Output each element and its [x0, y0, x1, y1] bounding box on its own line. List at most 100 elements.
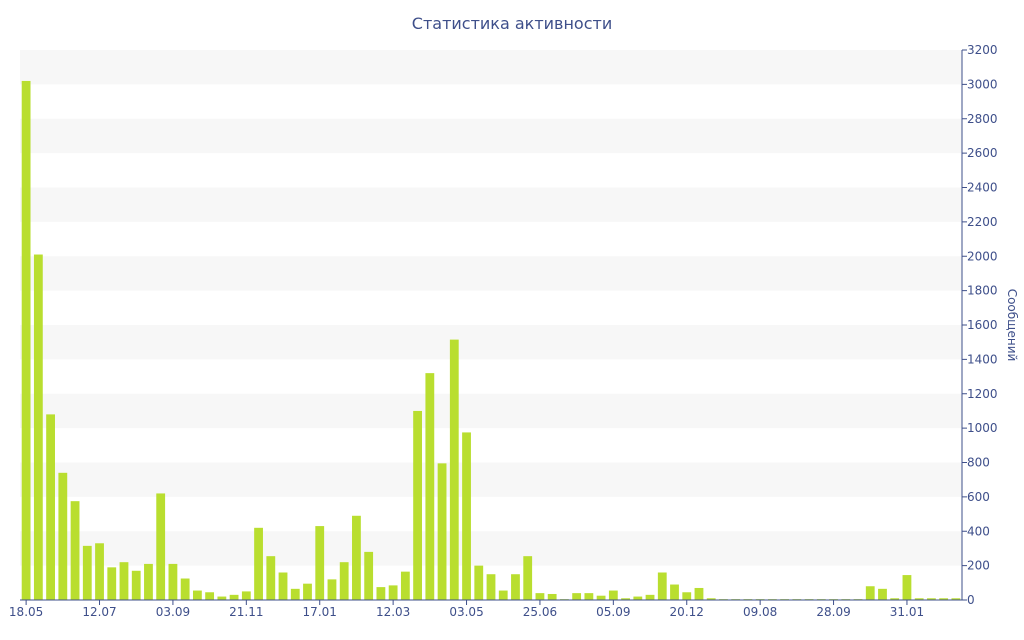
bar[interactable] — [914, 598, 924, 600]
bar[interactable] — [498, 590, 508, 600]
bar[interactable] — [413, 410, 422, 600]
bar[interactable] — [706, 598, 716, 600]
grid-band — [20, 187, 962, 222]
bar[interactable] — [927, 598, 936, 600]
bar[interactable] — [217, 596, 227, 600]
x-tick-label: 31.01 — [890, 605, 924, 619]
bar[interactable] — [449, 339, 459, 600]
bar[interactable] — [327, 579, 337, 601]
bar[interactable] — [205, 592, 215, 600]
bar[interactable] — [229, 594, 239, 600]
y-tick-label: 1800 — [967, 284, 998, 298]
bar[interactable] — [168, 563, 178, 600]
x-tick-label: 12.07 — [82, 605, 116, 619]
bar[interactable] — [278, 572, 288, 601]
bar[interactable] — [682, 592, 692, 600]
bar[interactable] — [596, 595, 606, 600]
bar[interactable] — [951, 598, 961, 600]
bar[interactable] — [547, 593, 557, 600]
bar[interactable] — [180, 578, 190, 600]
bar[interactable] — [523, 556, 533, 600]
grid-band — [20, 462, 962, 497]
bar[interactable] — [21, 80, 31, 600]
bar[interactable] — [572, 593, 582, 601]
y-tick-label: 400 — [967, 524, 990, 538]
y-tick-label: 1200 — [967, 387, 998, 401]
grid-band — [20, 325, 962, 360]
bar[interactable] — [315, 526, 325, 600]
bar[interactable] — [192, 590, 202, 600]
bar[interactable] — [535, 593, 545, 601]
y-axis: 0 200 400 600 800 1000 1200 1400 1600 1800 2000 220… — [961, 43, 998, 607]
bar[interactable] — [621, 598, 630, 600]
bar[interactable] — [119, 562, 129, 600]
grid-band — [20, 531, 962, 566]
grid-band — [20, 118, 962, 154]
bar[interactable] — [33, 254, 43, 600]
bar[interactable] — [437, 463, 447, 600]
bar[interactable] — [633, 596, 643, 600]
bar[interactable] — [474, 565, 484, 601]
bar[interactable] — [511, 574, 520, 600]
y-tick-label: 2600 — [967, 146, 998, 160]
bar[interactable] — [107, 567, 117, 600]
bar[interactable] — [46, 414, 55, 601]
y-tick-label: 2000 — [967, 249, 998, 263]
bar[interactable] — [890, 598, 900, 600]
y-tick-label: 1400 — [967, 352, 998, 366]
x-tick-label: 03.05 — [449, 605, 483, 619]
bar[interactable] — [400, 571, 410, 600]
y-axis-title: Сообщений — [1005, 289, 1019, 362]
x-tick-label: 09.08 — [743, 605, 777, 619]
bar[interactable] — [608, 590, 618, 600]
bar[interactable] — [352, 515, 361, 600]
y-tick-label: 200 — [967, 559, 990, 573]
bar[interactable] — [144, 563, 153, 600]
bar[interactable] — [266, 556, 276, 600]
bar[interactable] — [241, 591, 251, 600]
bar[interactable] — [939, 598, 949, 600]
bar[interactable] — [303, 583, 312, 600]
bar[interactable] — [584, 593, 594, 601]
bar[interactable] — [131, 570, 141, 600]
bar[interactable] — [462, 432, 471, 600]
bar[interactable] — [70, 501, 80, 600]
y-tick-label: 2200 — [967, 215, 998, 229]
bar[interactable] — [902, 575, 912, 600]
y-tick-label: 0 — [967, 593, 975, 607]
bar[interactable] — [290, 588, 300, 600]
grid-band — [20, 393, 962, 429]
x-tick-label: 17.01 — [303, 605, 337, 619]
bar[interactable] — [645, 594, 655, 600]
bar[interactable] — [878, 588, 887, 600]
x-tick-label: 03.09 — [156, 605, 190, 619]
y-tick-label: 3000 — [967, 77, 998, 91]
x-tick-label: 05.09 — [596, 605, 630, 619]
bar[interactable] — [425, 373, 435, 601]
y-tick-label: 2800 — [967, 112, 998, 126]
y-tick-label: 2400 — [967, 181, 998, 195]
x-axis: 18.05 12.07 03.09 21.11 17.01 12.03 03.05 25.06… — [9, 599, 962, 619]
bar[interactable] — [486, 574, 496, 600]
bar[interactable] — [364, 551, 374, 601]
bar[interactable] — [670, 584, 679, 600]
grid-band — [20, 256, 962, 291]
bar[interactable] — [156, 493, 166, 600]
bar[interactable] — [58, 472, 68, 600]
bar[interactable] — [694, 587, 704, 600]
y-tick-label: 600 — [967, 490, 990, 504]
bar[interactable] — [657, 572, 667, 601]
bar[interactable] — [339, 562, 349, 600]
bar[interactable] — [95, 543, 104, 600]
grid-band — [20, 50, 962, 85]
bar[interactable] — [254, 527, 263, 600]
bar[interactable] — [376, 587, 386, 600]
bar[interactable] — [82, 545, 92, 600]
bar[interactable] — [388, 585, 398, 600]
bars — [21, 80, 961, 601]
x-tick-label: 20.12 — [670, 605, 704, 619]
y-tick-label: 1600 — [967, 318, 998, 332]
y-tick-label: 1000 — [967, 421, 998, 435]
bar[interactable] — [865, 586, 875, 600]
